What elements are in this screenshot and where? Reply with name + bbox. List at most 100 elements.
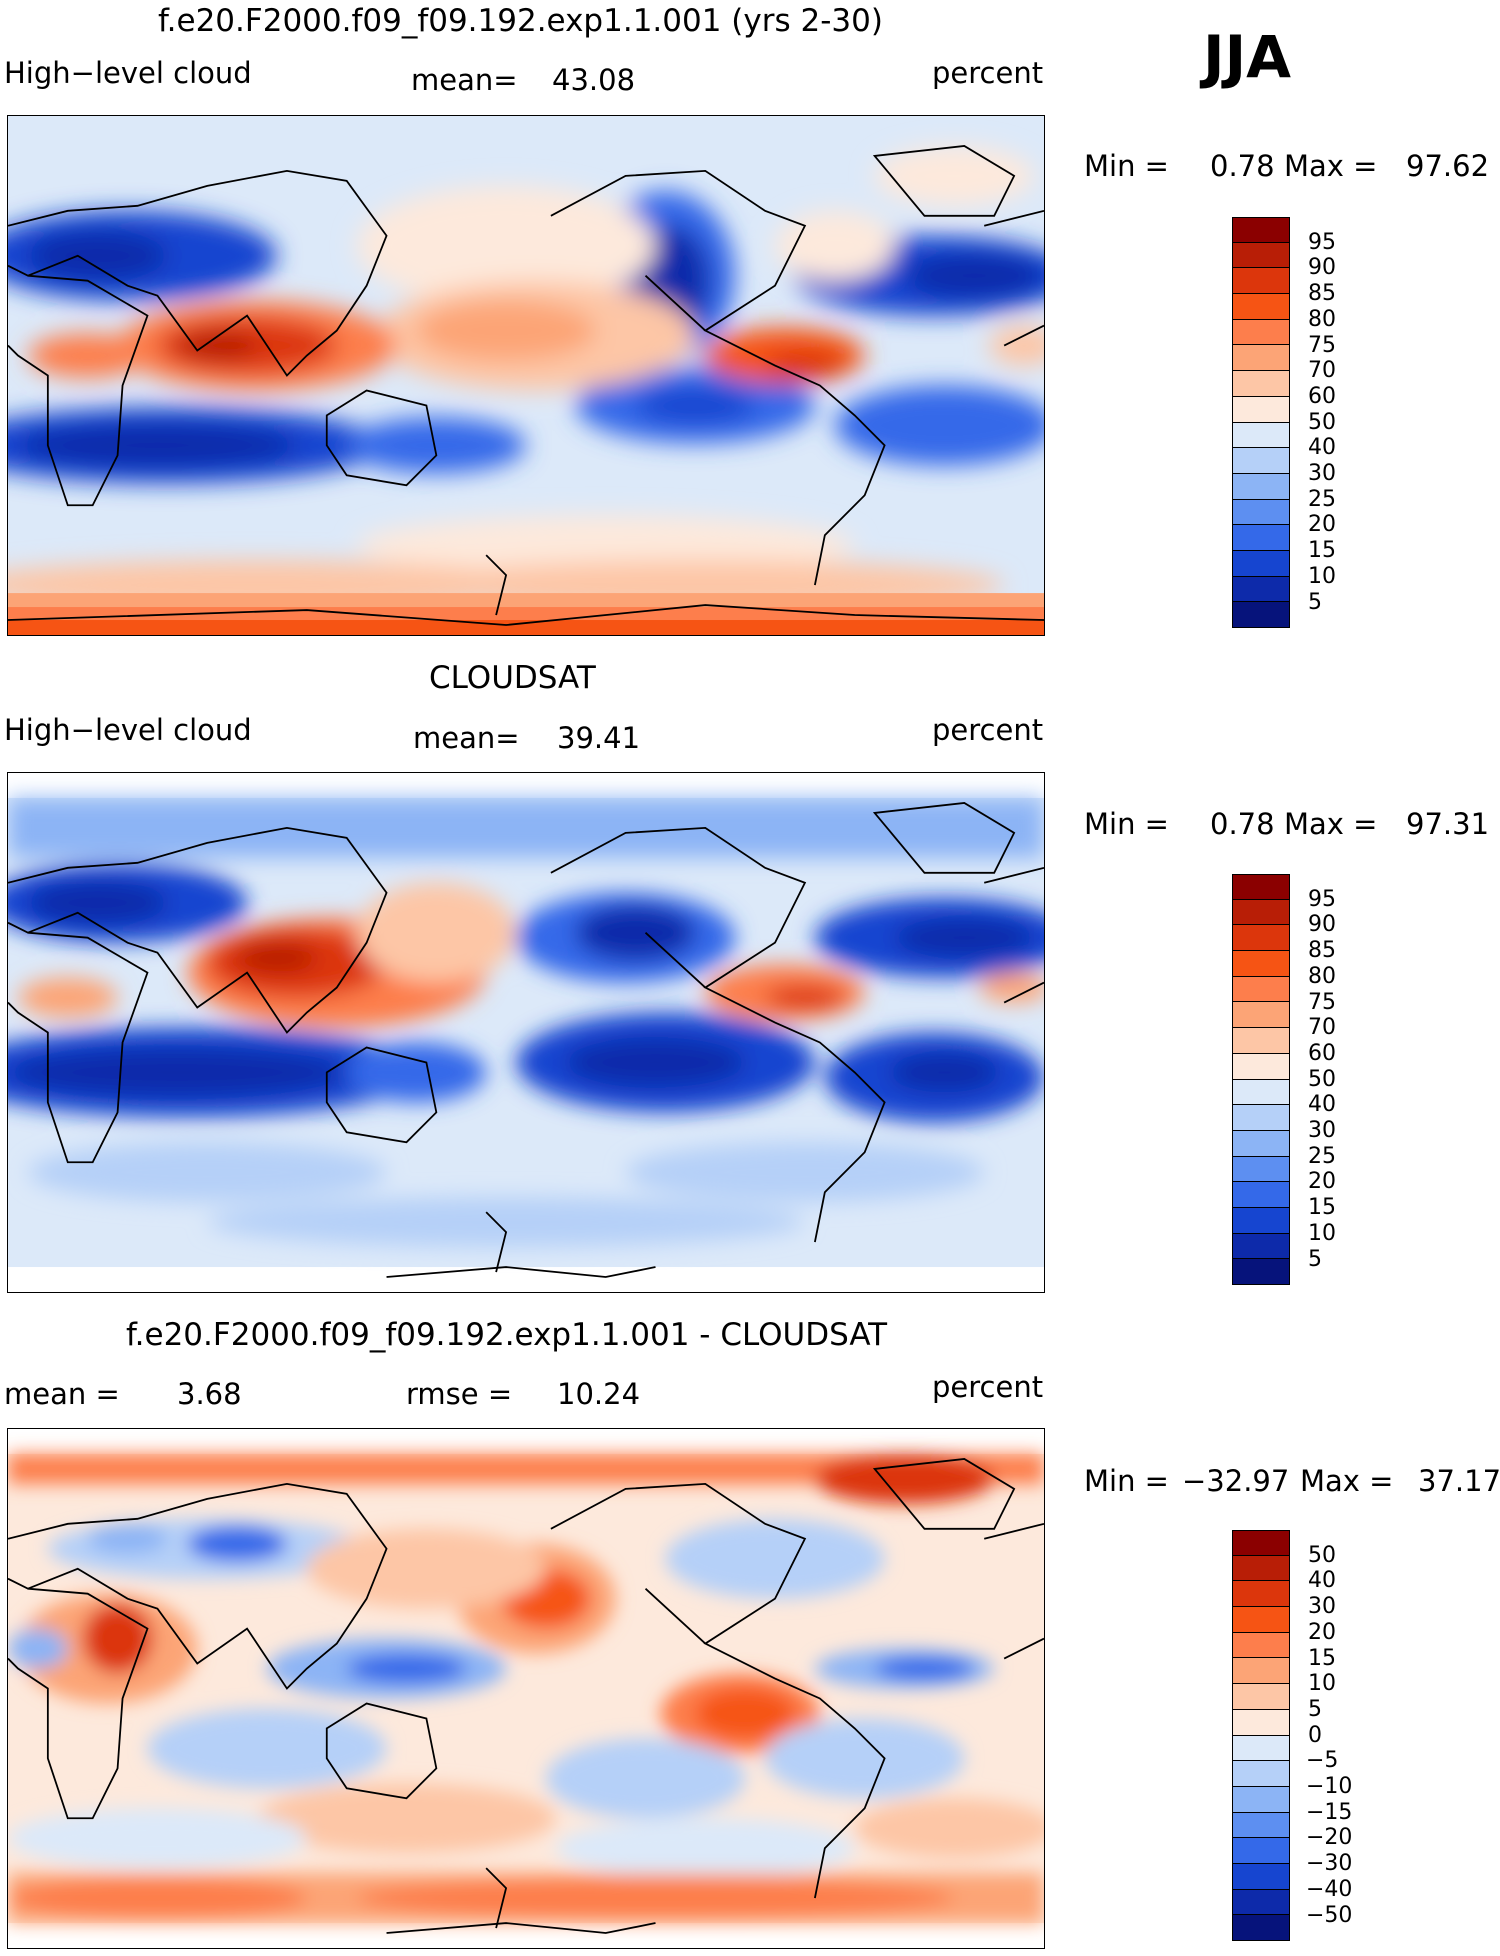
colorbar-tick-label: −20 [1306,1825,1353,1851]
panel-3-mean-label: mean = [4,1377,120,1411]
panel-1-map [7,115,1045,636]
colorbar-tick-label: 50 [1308,409,1336,435]
panel-2-mean-value: 39.41 [557,721,641,755]
colorbar-swatch [1232,1709,1290,1736]
colorbar-swatch [1232,1889,1290,1916]
panel-3-min-value: −32.97 [1182,1464,1290,1498]
colorbar-swatch [1232,1863,1290,1890]
colorbar-swatch [1232,1555,1290,1582]
panel-2-max-label: Max = [1284,807,1378,841]
panel-3-coastlines [8,1458,1044,1934]
colorbar-tick-label: 0 [1308,1722,1322,1748]
colorbar-tick-label: 20 [1308,512,1336,538]
panel-1-colorbar [1232,217,1290,628]
colorbar-swatch [1232,1812,1290,1839]
colorbar-tick-label: 95 [1308,886,1336,912]
panel-2-min-value: 0.78 [1210,807,1275,841]
colorbar-swatch [1232,1632,1290,1659]
colorbar-tick-label: 50 [1308,1066,1336,1092]
colorbar-tick-label: 85 [1308,281,1336,307]
colorbar-tick-label: 75 [1308,332,1336,358]
colorbar-tick-label: 70 [1308,1015,1336,1041]
panel-1-contour-field [8,116,1044,635]
colorbar-tick-label: 15 [1308,1195,1336,1221]
colorbar-swatch [1232,874,1290,900]
colorbar-tick-label: 20 [1308,1619,1336,1645]
colorbar-swatch [1232,371,1290,397]
colorbar-tick-label: 5 [1308,1696,1322,1722]
colorbar-swatch [1232,499,1290,526]
colorbar-tick-label: 15 [1308,538,1336,564]
colorbar-tick-label: 5 [1308,1246,1322,1272]
colorbar-tick-label: 30 [1308,461,1336,486]
colorbar-swatch [1232,319,1290,346]
colorbar-tick-label: 10 [1308,1220,1336,1246]
colorbar-swatch [1232,1786,1290,1813]
panel-1-min-value: 0.78 [1210,149,1275,183]
panel-2-units: percent [932,713,1044,747]
panel-2-title: CLOUDSAT [429,660,596,696]
season-label: JJA [1203,23,1292,91]
colorbar-tick-label: 60 [1308,383,1336,409]
panel-1-coastlines [8,145,1044,626]
colorbar-tick-label: 40 [1308,435,1336,461]
colorbar-swatch [1232,396,1290,423]
panel-3-title: f.e20.F2000.f09_f09.192.exp1.1.001 - CLO… [126,1317,888,1353]
colorbar-swatch [1232,473,1290,500]
panel-2-map [7,772,1045,1293]
panel-3-map [7,1428,1045,1949]
colorbar-tick-label: 15 [1308,1645,1336,1671]
panel-2-min-label: Min = [1084,807,1169,841]
colorbar-swatch [1232,345,1290,372]
panel-2-contour-field [8,773,1044,1292]
colorbar-swatch [1232,1207,1290,1234]
colorbar-tick-label: 10 [1308,563,1336,589]
colorbar-swatch [1232,602,1290,628]
panel-3-min-label: Min = [1084,1464,1169,1498]
colorbar-tick-label: −40 [1306,1876,1353,1902]
colorbar-swatch [1232,1915,1290,1941]
panel-2-coastlines [8,802,1044,1278]
colorbar-tick-label: 50 [1308,1542,1336,1568]
panel-3-rmse-label: rmse = [406,1377,513,1411]
panel-1-variable-label: High−level cloud [4,56,252,90]
colorbar-swatch [1232,1761,1290,1787]
colorbar-swatch [1232,1838,1290,1864]
colorbar-tick-label: 20 [1308,1169,1336,1195]
colorbar-swatch [1232,1105,1290,1131]
colorbar-swatch [1232,925,1290,952]
colorbar-tick-label: −30 [1306,1851,1353,1877]
panel-1-max-label: Max = [1284,149,1378,183]
panel-1-min-label: Min = [1084,149,1169,183]
colorbar-swatch [1232,1684,1290,1710]
colorbar-swatch [1232,1079,1290,1106]
colorbar-swatch [1232,448,1290,474]
colorbar-swatch [1232,1182,1290,1208]
colorbar-tick-label: 90 [1308,912,1336,938]
colorbar-tick-label: −15 [1306,1799,1353,1825]
colorbar-tick-label: 80 [1308,963,1336,989]
panel-1-mean-value: 43.08 [552,63,636,97]
colorbar-swatch [1232,1735,1290,1762]
colorbar-swatch [1232,1233,1290,1260]
colorbar-swatch [1232,1130,1290,1157]
colorbar-swatch [1232,899,1290,926]
panel-1-max-value: 97.62 [1406,149,1490,183]
colorbar-swatch [1232,525,1290,551]
panel-1-units: percent [932,56,1044,90]
panel-2-max-value: 97.31 [1406,807,1490,841]
colorbar-tick-label: 80 [1308,306,1336,332]
panel-3-contour-field [8,1429,1044,1948]
colorbar-tick-label: 10 [1308,1671,1336,1697]
panel-3-max-value: 37.17 [1418,1464,1500,1498]
colorbar-tick-label: 70 [1308,358,1336,384]
colorbar-swatch [1232,1581,1290,1608]
colorbar-tick-label: 25 [1308,486,1336,512]
panel-3-units: percent [932,1370,1044,1404]
colorbar-swatch [1232,951,1290,977]
colorbar-swatch [1232,1259,1290,1285]
colorbar-swatch [1232,1156,1290,1183]
colorbar-swatch [1232,217,1290,243]
panel-3-colorbar [1232,1530,1290,1941]
panel-1-title: f.e20.F2000.f09_f09.192.exp1.1.001 (yrs … [158,3,883,39]
